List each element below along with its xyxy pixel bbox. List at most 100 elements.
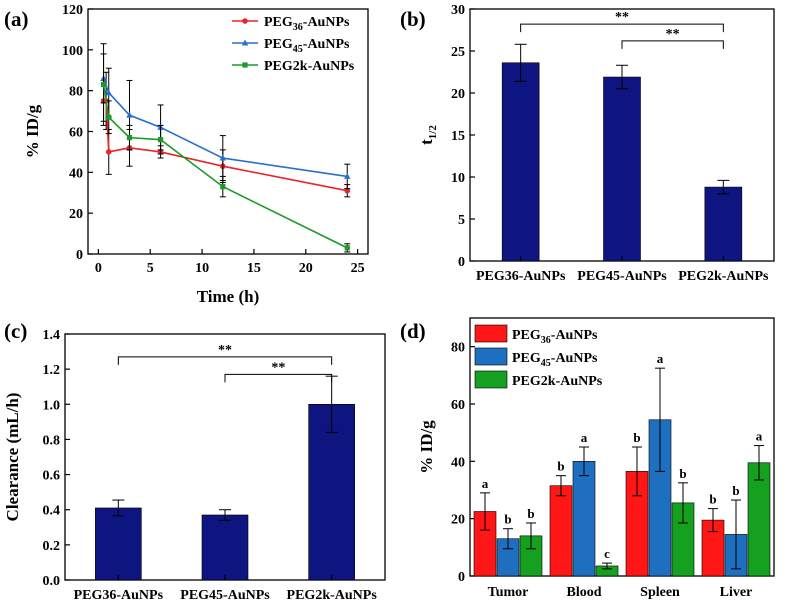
panel-c-xtick-label: PEG36-AuNPs (74, 588, 164, 603)
panel-a-data-point (126, 111, 133, 118)
panel-a-xtick-label: 0 (95, 261, 102, 276)
panel-d-xtick-label: Blood (566, 585, 601, 600)
panel-b-xtick-label: PEG36-AuNPs (476, 269, 566, 284)
panel-c: 0.0 0.2 0.4 0.6 0.8 1.0 1.2 1.4 PEG36-AuNPs PEG45… (3, 319, 386, 603)
panel-a-series-line (102, 78, 348, 178)
panel-a-xtick-label: 10 (195, 261, 209, 276)
panel-b-significance-bracket (621, 40, 724, 49)
panel-d-legend-label: PEG2k-AuNPs (512, 374, 603, 389)
panel-b-label: (b) (400, 7, 426, 31)
panel-a-data-point (220, 184, 226, 190)
panel-a-legend-marker (242, 62, 248, 68)
panel-a-data-point (106, 114, 112, 120)
panel-a-series-line (102, 84, 348, 249)
panel-a: 0 5 10 15 20 25 0 20 40 60 80 100 120 PEG36-AuNPs PEG4… (4, 3, 369, 306)
panel-a-legend-label: PEG36-AuNPs (264, 15, 350, 33)
panel-d-label: (d) (400, 319, 426, 343)
panel-a-ytick-label: 80 (69, 85, 83, 100)
panel-c-ylabel: Clearance (mL/h) (3, 393, 22, 522)
panel-c-label: (c) (4, 319, 27, 343)
panel-d: 0 20 40 60 80 Tumor Blood Spleen Liver a b b b b a a b b c… (400, 317, 775, 600)
panel-d-legend-swatch (474, 324, 508, 343)
panel-a-series-0 (100, 71, 351, 198)
panel-a-data-point (100, 81, 107, 88)
panel-c-ytick-label: 1.2 (43, 363, 61, 378)
panel-d-significance-letter: b (527, 506, 534, 521)
panel-d-xtick-label: Tumor (488, 585, 529, 600)
panel-d-significance-letter: a (756, 429, 763, 444)
panel-b-ytick-label: 15 (451, 129, 465, 144)
panel-d-significance-letter: b (633, 430, 640, 445)
panel-a-legend-label: PEG2k-AuNPs (264, 59, 355, 74)
panel-d-significance-letter: c (604, 546, 610, 561)
panel-a-ytick-label: 100 (62, 44, 83, 59)
panel-b: 0 5 10 15 20 25 30 PEG36-AuNPs PEG45-AuNPs PEG2k-… (400, 3, 775, 284)
panel-d-ytick-label: 60 (451, 398, 465, 413)
panel-c-ytick-label: 1.4 (43, 328, 61, 343)
panel-d-ytick-label: 40 (451, 455, 465, 470)
panel-d-ytick-label: 0 (458, 570, 465, 585)
panel-a-ytick-label: 0 (76, 248, 83, 263)
panel-a-label: (a) (4, 7, 29, 31)
panel-b-significance-bracket-label: ** (615, 10, 629, 25)
panel-b-bar (603, 76, 641, 262)
panel-b-ytick-label: 30 (451, 3, 465, 18)
panel-b-significance-bracket (520, 23, 724, 33)
panel-b-ytick-label: 5 (458, 213, 465, 228)
panel-d-significance-letter: b (504, 512, 511, 527)
panel-b-bar (704, 186, 743, 262)
panel-d-xtick-label: Spleen (640, 585, 680, 600)
panel-a-xlabel: Time (h) (197, 287, 260, 306)
panel-d-significance-letter: b (709, 492, 716, 507)
panel-d-bar (572, 461, 596, 577)
panel-a-legend-marker (242, 18, 248, 24)
panel-b-ytick-label: 10 (451, 171, 465, 186)
panel-d-legend-swatch (474, 347, 508, 366)
panel-d-significance-letter: a (657, 351, 664, 366)
panel-a-xtick-label: 20 (299, 261, 313, 276)
panel-d-ylabel: % ID/g (417, 420, 436, 474)
panel-a-data-point (344, 187, 351, 194)
panel-d-ytick-label: 80 (451, 341, 465, 356)
panel-a-data-point (344, 172, 351, 179)
panel-b-ylabel: t1/2 (417, 125, 439, 145)
panel-c-significance-bracket (117, 356, 333, 365)
panel-d-significance-letter: b (732, 483, 739, 498)
panel-d-bar (549, 485, 573, 577)
panel-c-ytick-label: 0.2 (43, 539, 61, 554)
panel-d-legend-swatch (474, 370, 508, 389)
panel-c-ytick-label: 1.0 (43, 398, 61, 413)
panel-a-ytick-label: 60 (69, 126, 83, 141)
panel-d-legend-label: PEG45-AuNPs (512, 351, 598, 369)
panel-d-ytick-label: 20 (451, 513, 465, 528)
panel-b-significance-bracket-label: ** (666, 27, 680, 42)
panel-d-legend-label: PEG36-AuNPs (512, 328, 598, 346)
panel-a-series-2 (100, 43, 351, 253)
panel-c-xtick-label: PEG2k-AuNPs (287, 588, 378, 603)
panel-c-ytick-label: 0.0 (43, 574, 61, 589)
panel-a-legend-marker (241, 39, 249, 46)
panel-a-data-point (344, 245, 350, 251)
panel-d-significance-letter: a (581, 430, 588, 445)
panel-c-xtick-label: PEG45-AuNPs (180, 588, 270, 603)
panel-a-data-point (219, 154, 227, 161)
panel-a-data-point (105, 89, 112, 96)
panel-c-significance-bracket-label: ** (218, 343, 232, 358)
panel-b-xtick-label: PEG45-AuNPs (577, 269, 667, 284)
panel-a-ytick-label: 120 (62, 3, 83, 18)
panel-d-significance-letter: b (679, 466, 686, 481)
panel-a-legend-label: PEG45-AuNPs (264, 37, 350, 55)
panel-a-xtick-label: 15 (247, 261, 261, 276)
panel-b-xtick-label: PEG2k-AuNPs (678, 269, 769, 284)
panel-d-significance-letter: a (482, 476, 489, 491)
panel-a-xtick-label: 5 (147, 261, 154, 276)
panel-b-bar (501, 62, 540, 262)
panel-a-ytick-label: 20 (69, 207, 83, 222)
panel-c-bar (201, 514, 249, 581)
panel-a-data-point (105, 149, 112, 155)
panel-d-significance-letter: b (557, 459, 564, 474)
panel-c-significance-bracket-label: ** (271, 360, 285, 375)
panel-a-ylabel: % ID/g (23, 104, 42, 158)
panel-c-ytick-label: 0.4 (43, 504, 61, 519)
